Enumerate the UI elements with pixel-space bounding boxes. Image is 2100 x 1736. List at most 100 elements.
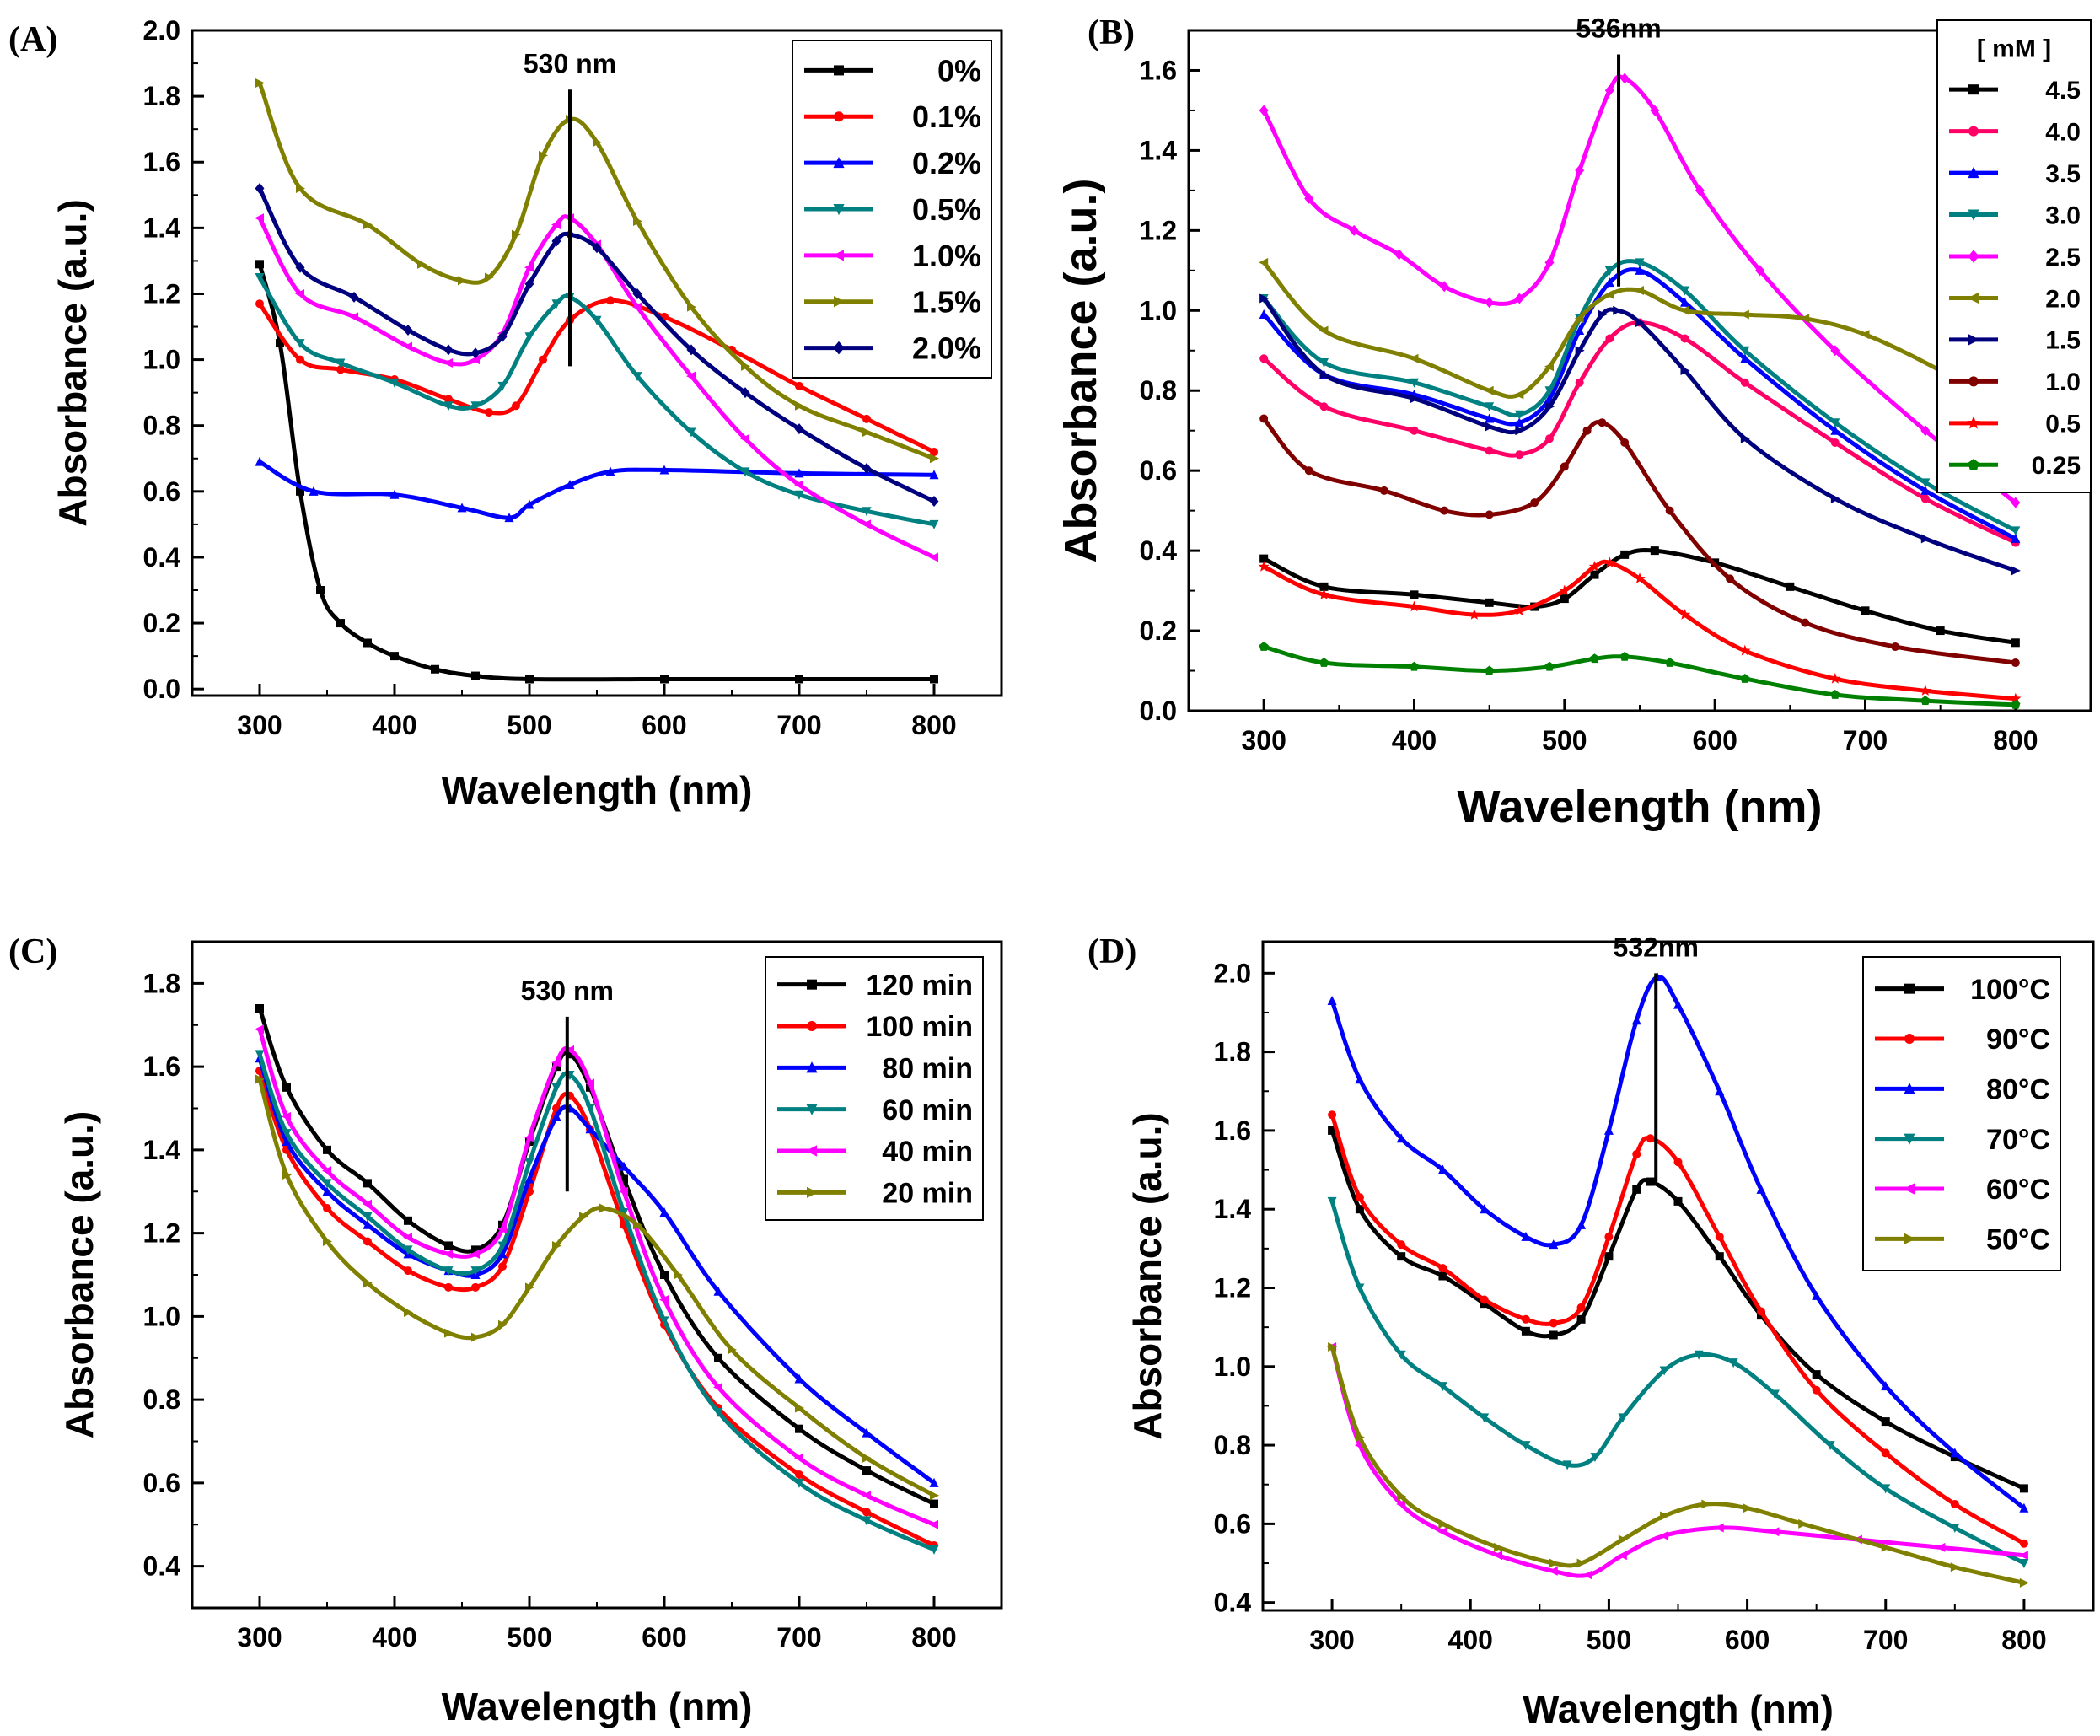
series-line <box>1262 320 2017 545</box>
series-marker <box>1494 1542 1504 1552</box>
series-marker <box>1604 1252 1614 1261</box>
series-marker <box>551 219 561 229</box>
series-marker <box>1480 1413 1490 1423</box>
series-marker <box>282 1170 292 1180</box>
y-tick-label: 2.0 <box>143 15 180 46</box>
series-marker <box>390 652 399 661</box>
series-marker <box>1920 425 1931 437</box>
series-marker <box>2011 638 2020 648</box>
x-axis-title: Wavelength (nm) <box>442 1685 753 1728</box>
series-marker <box>1770 1389 1780 1400</box>
x-tick-label: 300 <box>237 1622 282 1653</box>
series-marker <box>524 1132 534 1142</box>
peak-label: 530 nm <box>524 48 616 78</box>
x-tick-label: 500 <box>1542 725 1587 755</box>
series-marker <box>1396 1499 1406 1509</box>
series-marker <box>1439 281 1449 293</box>
series-marker <box>1604 277 1614 288</box>
series-marker <box>1830 690 1840 699</box>
series-marker <box>1631 1015 1641 1025</box>
chart-panel: (C) 300 400 500 600 700 800 0.4 0.6 0.8 1.0 1.2 1.4 1… <box>8 932 1003 1728</box>
series-marker <box>1904 983 1915 994</box>
y-axis-title: Absorbance (a.u.) <box>1055 178 1106 562</box>
data-series <box>255 1074 939 1501</box>
series-marker <box>1469 609 1480 620</box>
series-marker <box>1968 209 1979 221</box>
series-line <box>1263 548 2017 645</box>
series-marker <box>862 519 871 529</box>
series-marker <box>524 1174 534 1184</box>
x-axis-title: Wavelength (nm) <box>1523 1687 1834 1731</box>
series-marker <box>1920 494 1930 503</box>
series-marker <box>1576 1314 1586 1324</box>
series-marker <box>404 1307 413 1317</box>
y-tick-label: 0.6 <box>143 476 180 507</box>
peak-label: 536nm <box>1576 13 1661 43</box>
series-marker <box>1259 105 1269 116</box>
series-marker <box>929 1545 939 1555</box>
series-marker <box>833 204 845 216</box>
legend-label: 4.0 <box>2045 118 2081 146</box>
series-marker <box>539 150 548 160</box>
series-marker <box>403 324 413 336</box>
y-tick-label: 0.4 <box>1140 535 1178 566</box>
series-marker <box>1680 366 1690 375</box>
x-tick-label: 600 <box>642 1622 686 1653</box>
series-marker <box>620 1174 628 1184</box>
series-marker <box>497 1224 507 1234</box>
x-tick-label: 800 <box>911 1622 956 1653</box>
series-marker <box>255 1074 265 1084</box>
series-marker <box>1679 305 1689 315</box>
data-series <box>1259 546 2020 648</box>
x-tick-label: 400 <box>372 1622 416 1653</box>
series-marker <box>282 1137 292 1146</box>
x-tick-label: 800 <box>1993 725 2038 755</box>
series-line <box>1263 559 2017 701</box>
series-marker <box>1560 594 1569 604</box>
series-marker <box>1575 346 1585 356</box>
series-marker <box>713 1286 723 1296</box>
series-marker <box>1825 1441 1835 1451</box>
series-marker <box>834 296 846 308</box>
series-marker <box>862 1466 871 1475</box>
series-marker <box>323 1204 331 1212</box>
series-marker <box>659 465 669 475</box>
series-marker <box>255 299 264 309</box>
series-marker <box>1968 334 1980 346</box>
series-marker <box>457 503 467 513</box>
series-marker <box>1673 999 1683 1009</box>
series-marker <box>795 675 803 684</box>
y-tick-label: 1.4 <box>143 212 181 243</box>
y-tick-label: 1.0 <box>143 1301 180 1331</box>
series-line <box>257 82 935 461</box>
series-marker <box>1904 1233 1916 1244</box>
series-marker <box>929 1477 939 1487</box>
series-marker <box>686 344 696 356</box>
series-marker <box>795 381 803 390</box>
legend-label: 2.5 <box>2045 244 2081 271</box>
series-marker <box>443 1249 453 1259</box>
y-tick-label: 1.6 <box>1140 55 1177 85</box>
series-marker <box>862 507 872 517</box>
series-marker <box>444 1328 454 1338</box>
series-marker <box>1590 1453 1600 1463</box>
series-marker <box>1549 1319 1558 1328</box>
legend-label: 3.5 <box>2045 160 2081 188</box>
series-marker <box>1549 1558 1559 1568</box>
series-marker <box>323 1145 331 1154</box>
series-marker <box>1665 658 1675 667</box>
series-marker <box>551 1083 561 1093</box>
x-tick-label: 700 <box>1843 725 1888 755</box>
series-marker <box>806 1104 818 1115</box>
series-marker <box>444 395 453 404</box>
series-line <box>1329 1130 2025 1491</box>
series-marker <box>1904 1034 1915 1044</box>
series-marker <box>1328 1110 1337 1120</box>
series-marker <box>632 288 642 299</box>
series-marker <box>1582 1570 1592 1580</box>
series-marker <box>458 276 467 286</box>
series-marker <box>1680 286 1689 296</box>
series-marker <box>1575 325 1585 336</box>
legend-label: 100 min <box>866 1011 973 1043</box>
series-marker <box>585 1078 594 1088</box>
